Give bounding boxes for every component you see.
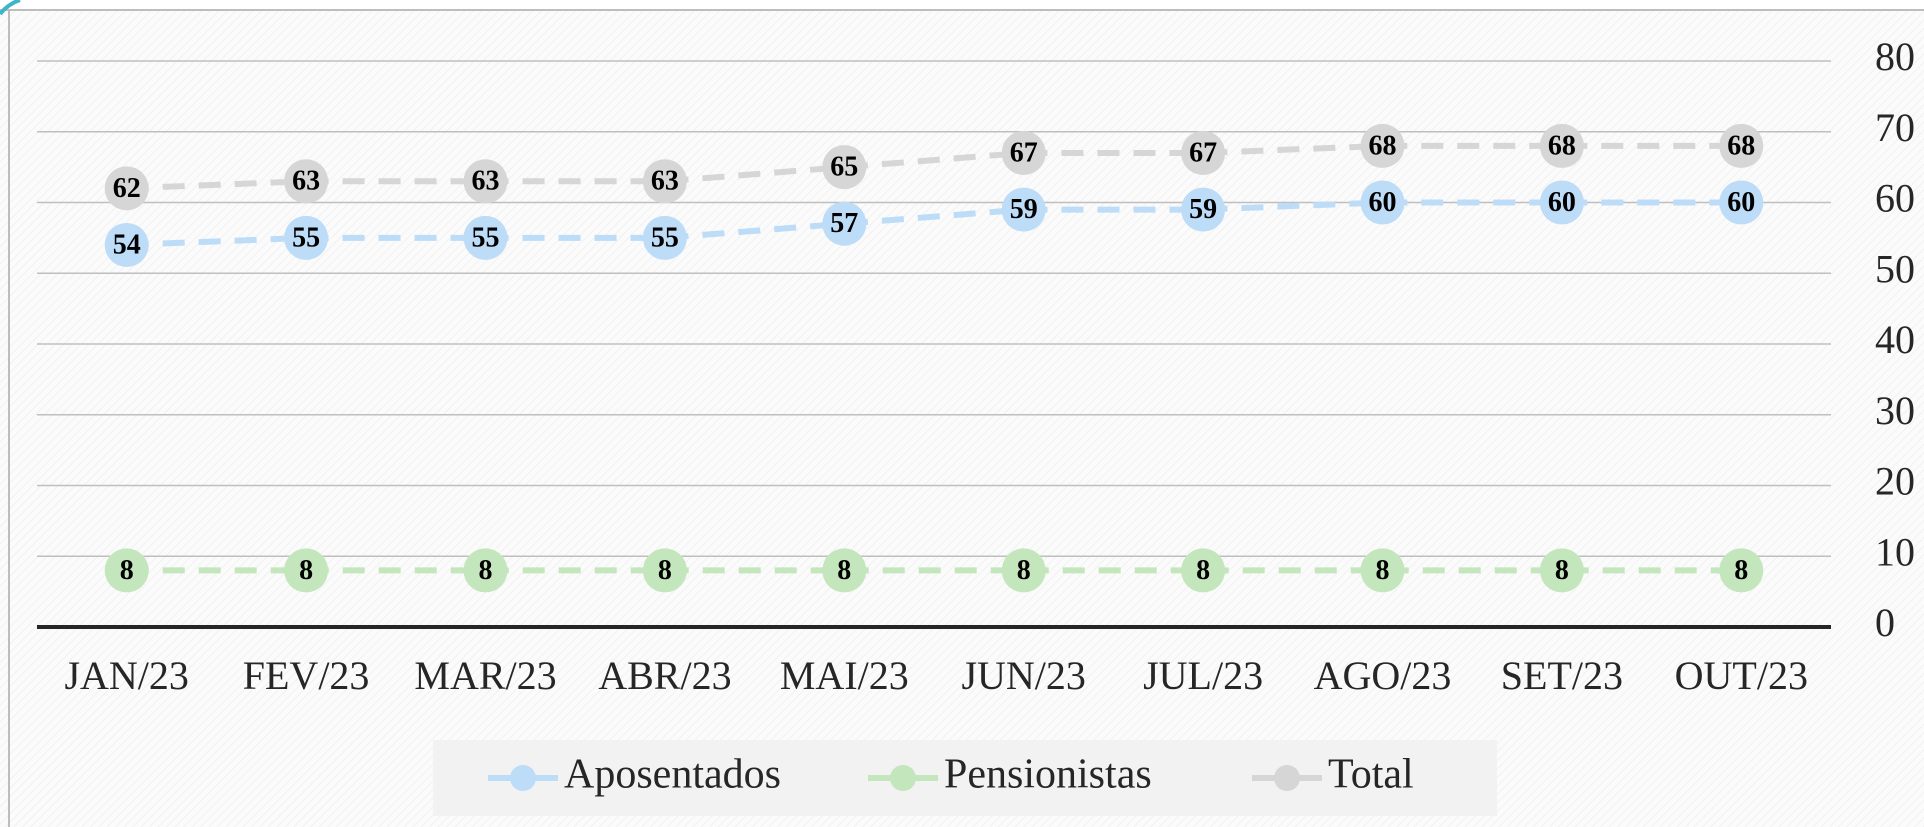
- chart-background: [0, 10, 1924, 827]
- marker: [284, 159, 329, 204]
- marker: [1181, 187, 1226, 232]
- marker: [822, 548, 867, 593]
- legend: Aposentados Pensionistas Total: [488, 752, 1414, 798]
- marker: [463, 548, 508, 593]
- data-label: 8: [1734, 555, 1748, 586]
- marker: [642, 215, 687, 260]
- data-label: 68: [1369, 130, 1397, 161]
- marker: [822, 201, 867, 246]
- y-tick-label: 50: [1875, 246, 1915, 291]
- marker: [642, 548, 687, 593]
- grid: 0 10 20 30 40 50 60 70 80 JAN/23 FEV/23 MAR/23 ABR/2…: [37, 34, 1915, 698]
- marker: [1539, 548, 1584, 593]
- x-tick-label: JAN/23: [64, 653, 188, 698]
- data-label: 60: [1369, 187, 1397, 218]
- data-label: 68: [1548, 130, 1576, 161]
- marker: [1539, 180, 1584, 225]
- data-label: 67: [1010, 137, 1038, 168]
- marker: [1719, 123, 1764, 168]
- data-label: 8: [1376, 555, 1390, 586]
- data-label: 54: [113, 229, 141, 260]
- marker: [104, 166, 149, 211]
- data-label: 65: [830, 152, 858, 183]
- marker: [104, 222, 149, 267]
- data-label: 55: [292, 222, 320, 253]
- marker: [1719, 548, 1764, 593]
- y-tick-label: 20: [1875, 459, 1915, 504]
- data-label: 55: [651, 222, 679, 253]
- data-label: 8: [479, 555, 493, 586]
- data-label: 8: [837, 555, 851, 586]
- series-line: [126, 199, 1742, 248]
- data-label: 63: [472, 166, 500, 197]
- marker: [1360, 548, 1405, 593]
- series-lines: 54 55 55 55 57 59 59 60 60 60 8 8 8 8 8 8 8 8 8 8 62 63 63 63 65…: [104, 123, 1764, 593]
- marker: [642, 159, 687, 204]
- marker: [463, 215, 508, 260]
- y-tick-label: 0: [1875, 600, 1895, 645]
- x-tick-label: OUT/23: [1675, 653, 1808, 698]
- data-label: 68: [1727, 130, 1755, 161]
- legend-marker: [1274, 765, 1300, 791]
- y-tick-label: 80: [1875, 34, 1915, 79]
- y-tick-label: 30: [1875, 388, 1915, 433]
- legend-marker: [890, 765, 916, 791]
- marker: [463, 159, 508, 204]
- marker: [1719, 180, 1764, 225]
- marker: [104, 548, 149, 593]
- x-tick-label: MAR/23: [414, 653, 556, 698]
- legend-label: Pensionistas: [944, 752, 1152, 798]
- data-label: 8: [1017, 555, 1031, 586]
- marker: [284, 215, 329, 260]
- legend-label: Total: [1328, 752, 1414, 798]
- marker: [1001, 130, 1046, 175]
- x-tick-label: FEV/23: [243, 653, 370, 698]
- x-tick-label: SET/23: [1501, 653, 1623, 698]
- corner-ornament: [0, 0, 21, 16]
- data-label: 63: [292, 166, 320, 197]
- legend-label: Aposentados: [564, 752, 781, 798]
- data-label: 55: [472, 222, 500, 253]
- y-tick-label: 10: [1875, 529, 1915, 574]
- data-label: 59: [1010, 194, 1038, 225]
- data-label: 60: [1548, 187, 1576, 218]
- legend-marker: [510, 765, 536, 791]
- marker: [1181, 548, 1226, 593]
- y-tick-label: 60: [1875, 176, 1915, 221]
- marker: [1360, 180, 1405, 225]
- data-label: 8: [120, 555, 134, 586]
- marker: [1360, 123, 1405, 168]
- x-tick-label: AGO/23: [1314, 653, 1452, 698]
- data-label: 8: [299, 555, 313, 586]
- data-label: 60: [1727, 187, 1755, 218]
- x-tick-label: MAI/23: [780, 653, 909, 698]
- data-label: 62: [113, 173, 141, 204]
- x-tick-label: ABR/23: [598, 653, 731, 698]
- x-tick-label: JUL/23: [1143, 653, 1263, 698]
- marker: [1001, 548, 1046, 593]
- marker: [1539, 123, 1584, 168]
- y-tick-label: 70: [1875, 105, 1915, 150]
- data-label: 63: [651, 166, 679, 197]
- x-tick-label: JUN/23: [961, 653, 1085, 698]
- marker: [284, 548, 329, 593]
- data-label: 59: [1189, 194, 1217, 225]
- data-label: 8: [658, 555, 672, 586]
- marker: [822, 145, 867, 190]
- data-label: 57: [830, 208, 858, 239]
- data-label: 67: [1189, 137, 1217, 168]
- y-tick-label: 40: [1875, 317, 1915, 362]
- marker: [1181, 130, 1226, 175]
- data-label: 8: [1196, 555, 1210, 586]
- marker: [1001, 187, 1046, 232]
- data-label: 8: [1555, 555, 1569, 586]
- series-line: [126, 142, 1742, 192]
